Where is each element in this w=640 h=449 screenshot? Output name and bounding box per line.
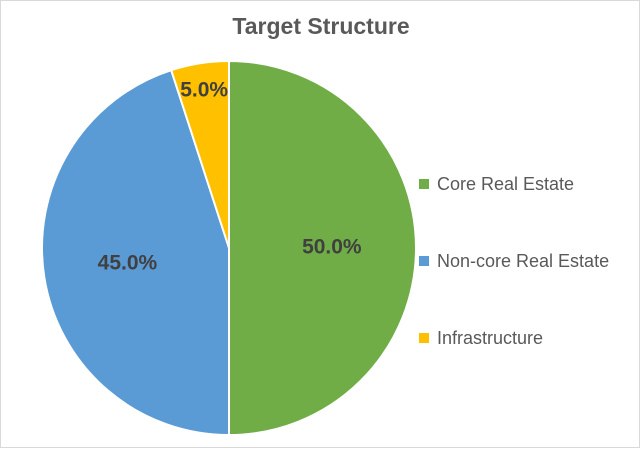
legend-item-non-core-real-estate: Non-core Real Estate bbox=[419, 248, 609, 274]
pie-slice-core-real-estate bbox=[228, 59, 417, 437]
pie-slice-infrastructure bbox=[169, 59, 230, 249]
data-label-infrastructure: 5.0% bbox=[180, 79, 228, 102]
legend-label-infrastructure: Infrastructure bbox=[437, 327, 544, 348]
legend: Core Real Estate Non-core Real Estate In… bbox=[419, 171, 609, 351]
legend-item-infrastructure: Infrastructure bbox=[419, 325, 609, 351]
legend-swatch-infrastructure bbox=[419, 333, 429, 343]
legend-label-non-core-real-estate: Non-core Real Estate bbox=[437, 250, 610, 271]
chart-title: Target Structure bbox=[232, 13, 410, 39]
pie-slice-non-core-real-estate bbox=[41, 68, 230, 437]
legend-swatch-core-real-estate bbox=[419, 179, 429, 189]
data-label-non-core-real-estate: 45.0% bbox=[98, 252, 158, 275]
legend-swatch-non-core-real-estate bbox=[419, 256, 429, 266]
data-label-core-real-estate: 50.0% bbox=[302, 236, 362, 259]
legend-item-core-real-estate: Core Real Estate bbox=[419, 171, 609, 197]
legend-label-core-real-estate: Core Real Estate bbox=[437, 173, 575, 194]
